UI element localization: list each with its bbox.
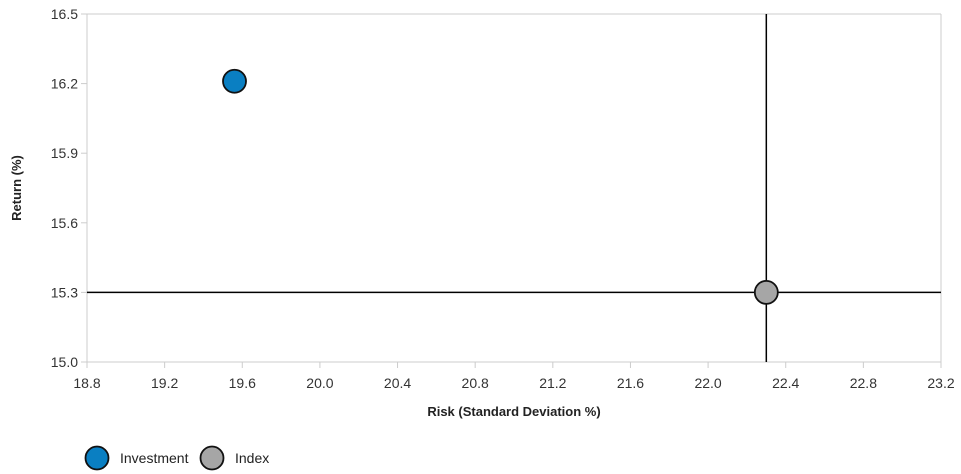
y-tick-label: 15.3 [51, 284, 78, 300]
x-axis-title: Risk (Standard Deviation %) [427, 404, 600, 419]
crosshair [87, 14, 941, 362]
y-axis: 15.0 15.3 15.6 15.9 16.2 16.5 [51, 6, 87, 370]
data-points [222, 68, 779, 305]
legend-label-investment: Investment [120, 450, 189, 466]
x-tick-label: 21.2 [539, 375, 566, 391]
x-tick-label: 20.4 [384, 375, 411, 391]
legend-marker-index [199, 445, 225, 471]
y-tick-label: 16.2 [51, 76, 78, 92]
x-tick-label: 19.2 [151, 375, 178, 391]
x-tick-label: 23.2 [927, 375, 954, 391]
y-tick-label: 15.0 [51, 354, 78, 370]
plot-area [86, 13, 942, 363]
x-axis: 18.8 19.2 19.6 20.0 20.4 20.8 21.2 21.6 22.0 22.4… [73, 362, 955, 391]
x-tick-label: 19.6 [229, 375, 256, 391]
point-investment[interactable] [222, 68, 247, 94]
legend: Investment Index [84, 445, 269, 471]
y-tick-label: 16.5 [51, 6, 78, 22]
x-tick-label: 22.8 [850, 375, 877, 391]
x-tick-label: 20.8 [462, 375, 489, 391]
point-index[interactable] [753, 279, 779, 305]
y-tick-label: 15.6 [51, 215, 78, 231]
legend-label-index: Index [235, 450, 269, 466]
legend-marker-investment [84, 445, 110, 471]
y-tick-label: 15.9 [51, 145, 78, 161]
x-tick-label: 22.0 [694, 375, 721, 391]
x-tick-label: 22.4 [772, 375, 799, 391]
x-tick-label: 18.8 [73, 375, 100, 391]
y-axis-title: Return (%) [9, 155, 24, 221]
x-tick-label: 20.0 [306, 375, 333, 391]
x-tick-label: 21.6 [617, 375, 644, 391]
